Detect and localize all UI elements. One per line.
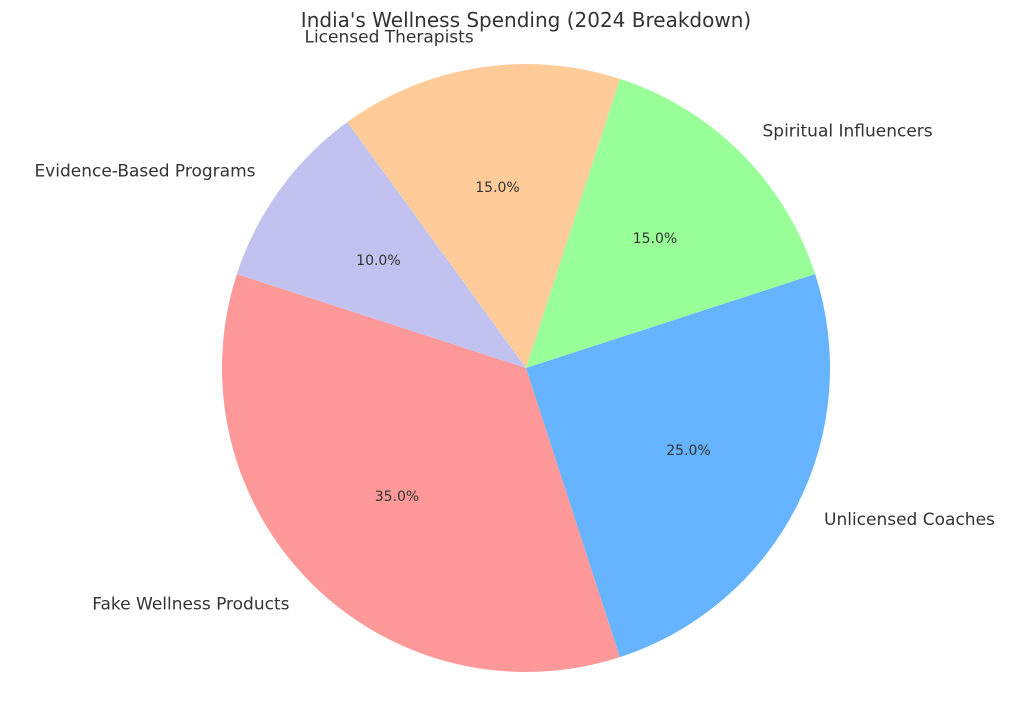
pie-slices: [222, 64, 830, 672]
slice-label-unlicensed-coaches: Unlicensed Coaches: [824, 510, 995, 530]
pie-slice-evidence-based-programs: [236, 122, 526, 368]
slice-label-evidence-based-programs: Evidence-Based Programs: [34, 161, 255, 181]
pie-slice-licensed-therapists: [347, 64, 620, 368]
pie-slice-unlicensed-coaches: [526, 274, 830, 658]
slice-label-fake-wellness-products: Fake Wellness Products: [92, 595, 289, 615]
slice-label-licensed-therapists: Licensed Therapists: [304, 28, 473, 48]
pie-slice-spiritual-influencers: [526, 78, 816, 368]
pie-slice-fake-wellness-products: [222, 274, 620, 672]
slice-percent-spiritual-influencers: 15.0%: [633, 231, 677, 247]
slice-percent-licensed-therapists: 15.0%: [475, 180, 519, 196]
slice-percent-fake-wellness-products: 35.0%: [375, 489, 419, 505]
pie-labels: Fake Wellness Products 35.0% Unlicensed Co…: [34, 28, 995, 615]
chart-title: India's Wellness Spending (2024 Breakdow…: [301, 8, 751, 32]
slice-label-spiritual-influencers: Spiritual Influencers: [763, 122, 933, 142]
slice-percent-unlicensed-coaches: 25.0%: [666, 443, 710, 459]
slice-percent-evidence-based-programs: 10.0%: [356, 253, 400, 269]
